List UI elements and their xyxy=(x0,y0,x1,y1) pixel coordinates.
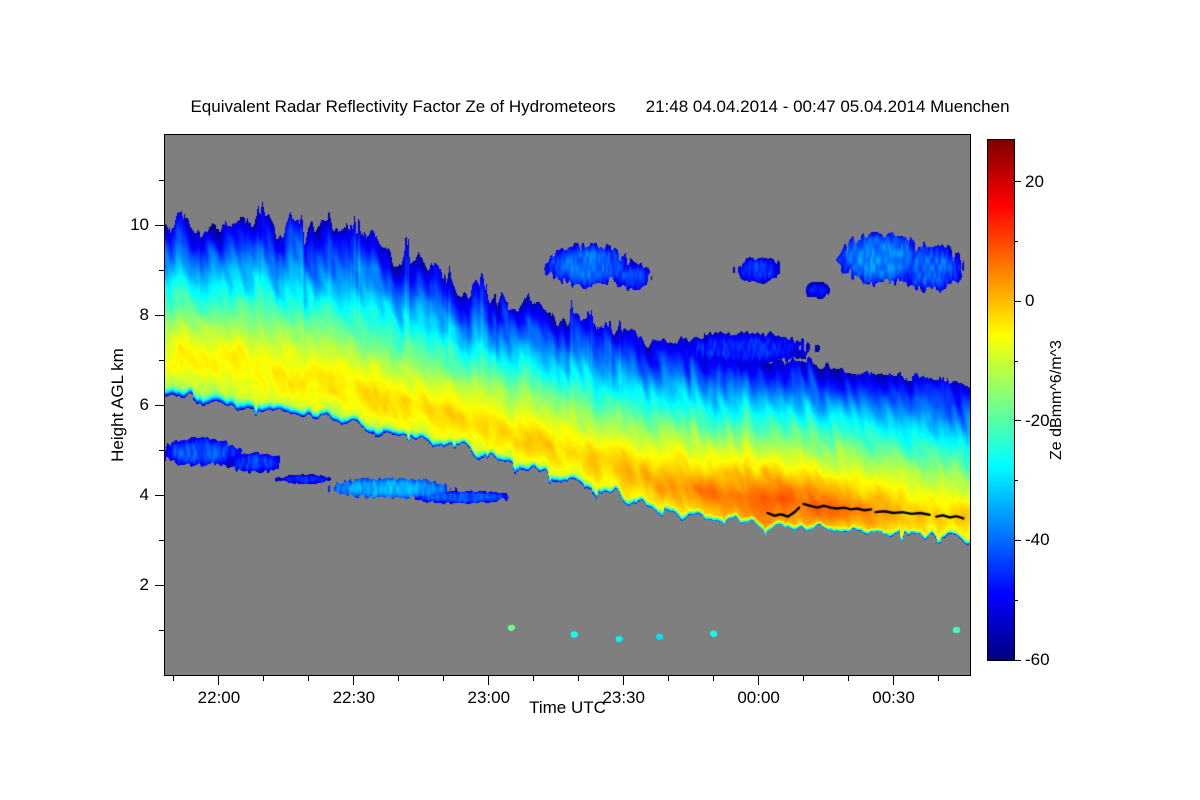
x-tick xyxy=(353,676,355,685)
x-minor-tick xyxy=(398,676,400,681)
y-minor-tick xyxy=(159,359,164,361)
colorbar-label: Ze dBmm^6/m^3 xyxy=(1048,340,1065,460)
colorbar-tick-label: -20 xyxy=(1025,410,1050,430)
colorbar-tick-label: -60 xyxy=(1025,650,1050,669)
x-minor-tick xyxy=(668,676,670,681)
colorbar-tick-label: -40 xyxy=(1025,530,1050,550)
reflectivity-heatmap-canvas xyxy=(164,134,971,676)
x-tick-label: 22:00 xyxy=(197,688,241,707)
x-tick xyxy=(218,676,220,685)
x-axis-label: Time UTC xyxy=(529,698,606,717)
x-minor-tick xyxy=(173,676,175,681)
y-minor-tick xyxy=(159,269,164,271)
x-tick xyxy=(893,676,895,685)
x-tick-label: 22:30 xyxy=(332,688,376,707)
x-minor-tick xyxy=(713,676,715,681)
y-tick xyxy=(155,224,164,226)
x-tick xyxy=(488,676,490,685)
x-minor-tick xyxy=(578,676,580,681)
y-tick xyxy=(155,314,164,316)
y-minor-tick xyxy=(159,629,164,631)
y-tick-label: 6 xyxy=(139,395,149,414)
chart-title-main: Equivalent Radar Reflectivity Factor Ze … xyxy=(190,97,616,116)
y-minor-tick xyxy=(159,539,164,541)
colorbar-minor-tick xyxy=(1015,480,1018,482)
x-tick-label: 00:30 xyxy=(872,688,915,707)
x-minor-tick xyxy=(848,676,850,681)
colorbar-tick xyxy=(1015,659,1021,661)
y-tick xyxy=(155,584,164,586)
x-minor-tick xyxy=(533,676,535,681)
colorbar-tick xyxy=(1015,300,1021,302)
y-minor-tick xyxy=(159,179,164,181)
colorbar-minor-tick xyxy=(1015,599,1018,601)
y-tick-label: 2 xyxy=(139,575,149,594)
chart-title: Equivalent Radar Reflectivity Factor Ze … xyxy=(0,97,1200,117)
y-tick-label: 8 xyxy=(139,305,149,324)
y-tick xyxy=(155,404,164,406)
y-tick-label: 10 xyxy=(130,215,149,234)
x-minor-tick xyxy=(803,676,805,681)
x-minor-tick xyxy=(308,676,310,681)
x-minor-tick xyxy=(443,676,445,681)
colorbar-tick-label: 20 xyxy=(1025,171,1044,191)
x-tick-label: 23:00 xyxy=(467,688,511,707)
x-tick xyxy=(623,676,625,685)
y-minor-tick xyxy=(159,449,164,451)
chart-title-period: 21:48 04.04.2014 - 00:47 05.04.2014 Muen… xyxy=(645,97,1010,116)
colorbar-tick-label: 0 xyxy=(1025,291,1035,311)
x-tick-label: 23:30 xyxy=(602,688,645,707)
colorbar-tick xyxy=(1015,420,1021,422)
x-minor-tick xyxy=(938,676,940,681)
x-tick-label: 00:00 xyxy=(737,688,780,707)
y-tick xyxy=(155,494,164,496)
colorbar-tick xyxy=(1015,539,1021,541)
colorbar-canvas xyxy=(987,139,1015,661)
y-tick-label: 4 xyxy=(139,485,149,504)
x-minor-tick xyxy=(263,676,265,681)
colorbar-tick xyxy=(1015,181,1021,183)
colorbar-minor-tick xyxy=(1015,360,1018,362)
x-tick xyxy=(758,676,760,685)
colorbar-minor-tick xyxy=(1015,241,1018,243)
